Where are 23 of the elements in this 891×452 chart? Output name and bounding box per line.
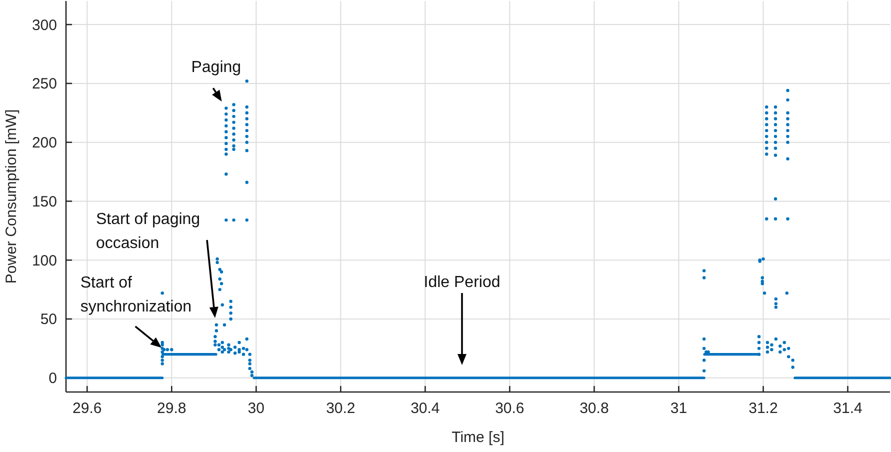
x-axis-title: Time [s] — [452, 429, 504, 446]
annotation: Paging — [191, 59, 242, 76]
y-tick-label: 150 — [32, 193, 57, 210]
x-tick-label: 30.8 — [580, 400, 609, 417]
y-tick-label: 100 — [32, 252, 57, 270]
x-tick-label: 30.4 — [410, 400, 440, 417]
x-tick-label: 31.4 — [833, 400, 862, 417]
y-tick-label: 200 — [32, 134, 57, 152]
x-tick-label: 31 — [670, 400, 688, 417]
y-tick-label: 0 — [48, 370, 57, 388]
x-tick-label: 30.2 — [326, 400, 356, 417]
y-tick-label: 250 — [32, 76, 57, 93]
y-tick-label: 300 — [32, 16, 57, 34]
annotation: Start of paging occasion — [96, 211, 200, 252]
x-tick-label: 31.2 — [748, 400, 778, 417]
y-tick-label: 50 — [40, 311, 57, 328]
x-tick-label: 30 — [248, 400, 264, 417]
annotation: Idle Period — [424, 274, 500, 291]
x-tick-label: 29.6 — [72, 400, 102, 417]
x-tick-label: 30.6 — [495, 400, 524, 417]
y-axis-title: Power Consumption [mW] — [3, 109, 20, 284]
annotation: Start of synchronization — [80, 274, 192, 316]
x-tick-label: 29.8 — [157, 400, 186, 417]
